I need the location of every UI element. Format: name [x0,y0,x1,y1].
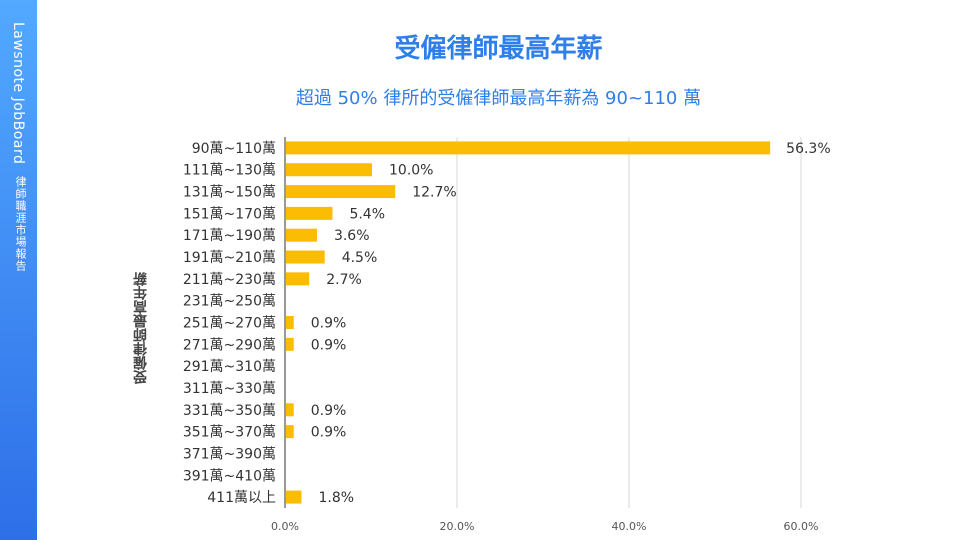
bar [286,316,294,329]
data-label: 56.3% [786,141,830,157]
page-title: 受僱律師最高年薪 [394,34,603,64]
y-tick-label: 271萬~290萬 [183,337,276,353]
report-label: 律師職涯市場報告 [14,176,27,272]
bar [286,206,333,220]
data-label: 0.9% [311,425,347,441]
y-tick-label: 191萬~210萬 [183,250,276,266]
y-tick-label: 171萬~190萬 [183,228,276,244]
x-tick-label: 40.0% [612,520,647,533]
bar [286,250,325,264]
y-tick-label: 391萬~410萬 [183,468,276,484]
brand-label: Lawsnote JobBoard [10,22,26,165]
y-tick-label: 131萬~150萬 [183,185,276,201]
bar [286,425,294,439]
data-label: 3.6% [334,228,370,244]
bar [286,403,294,417]
data-label: 0.9% [311,316,347,332]
y-tick-label: 231萬~250萬 [183,294,276,310]
bar [286,228,317,242]
data-label: 2.7% [326,272,362,288]
bar [286,490,302,504]
data-label: 10.0% [389,163,433,179]
data-label: 1.8% [318,490,354,506]
bar [286,185,396,199]
sidebar: Lawsnote JobBoard 律師職涯市場報告 [0,0,37,540]
y-tick-label: 90萬~110萬 [192,141,276,157]
y-tick-label: 211萬~230萬 [183,272,276,288]
x-tick-label: 20.0% [440,520,475,533]
bar [286,337,294,351]
y-tick-label: 291萬~310萬 [183,359,276,375]
bar [286,163,372,177]
y-tick-label: 411萬以上 [207,490,276,506]
x-tick-label: 60.0% [784,520,819,533]
data-label: 12.7% [412,185,456,201]
bar [286,272,310,286]
y-tick-label: 331萬~350萬 [183,403,276,419]
data-label: 5.4% [349,206,385,222]
page-subtitle: 超過 50% 律所的受僱律師最高年薪為 90~110 萬 [295,88,702,109]
data-label: 0.9% [311,403,347,419]
y-tick-label: 111萬~130萬 [183,163,276,179]
y-tick-label: 311萬~330萬 [183,381,276,397]
y-tick-label: 151萬~170萬 [183,206,276,222]
y-tick-label: 371萬~390萬 [183,446,276,462]
bar [286,141,771,155]
y-tick-label: 351萬~370萬 [183,425,276,441]
data-label: 4.5% [342,250,378,266]
y-tick-label: 251萬~270萬 [183,316,276,332]
x-tick-label: 0.0% [271,520,299,533]
data-label: 0.9% [311,337,347,353]
